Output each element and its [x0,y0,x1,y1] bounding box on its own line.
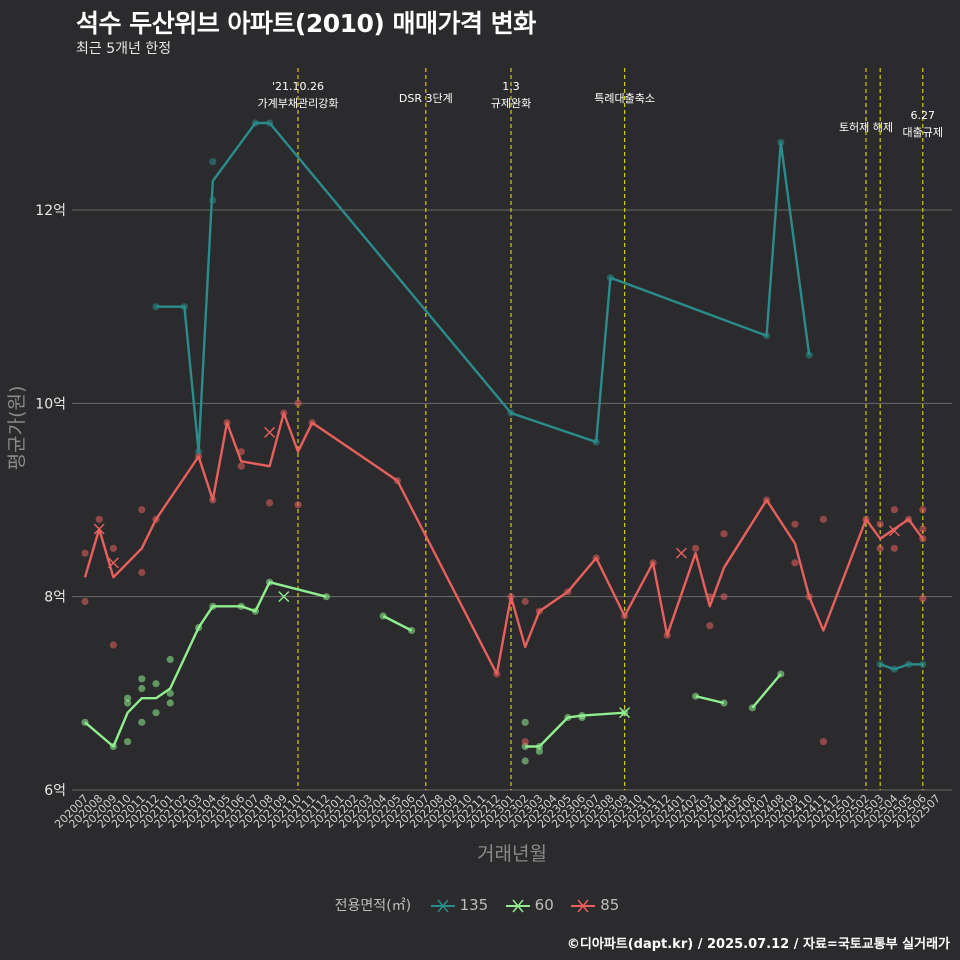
event-label: 1.3 [502,80,520,93]
event-label: DSR 3단계 [399,92,453,105]
data-point-85 [876,544,884,552]
event-label: 6.27 [911,109,936,122]
data-point-85 [95,515,103,523]
data-point-135 [919,660,927,668]
cross-stroke [675,547,687,559]
series-line-135 [879,663,923,671]
legend-title: 전용면적(㎡) [334,898,412,914]
series-line-60 [382,614,413,632]
data-point-85 [109,641,117,649]
event-label: 토허제 해제 [839,120,893,134]
data-point-60 [166,689,174,697]
data-point-135 [805,351,813,359]
cross-stroke [278,591,290,603]
data-point-85 [890,506,899,514]
source-caption: ©디아파트(dapt.kr) / 2025.07.12 / 자료=국토교통부 실… [566,937,950,952]
data-point-85 [521,597,529,606]
series-line-60 [84,581,327,748]
y-tick-label: 12억 [35,203,66,219]
cross-stroke [619,707,631,719]
data-point-85 [706,622,714,630]
data-point-85 [237,462,245,470]
series-line-60 [695,695,725,705]
data-point-85 [138,568,146,577]
event-label: 가계부채관리강화 [258,97,339,110]
cross-marker-85 [264,426,276,438]
data-point-60 [124,694,132,702]
data-point-85 [81,549,89,557]
cross-stroke [888,525,900,537]
event-label: '21.10.26 [272,80,324,93]
data-point-60 [138,718,146,726]
data-point-85 [294,501,302,509]
cross-stroke [93,523,105,535]
data-point-60 [138,684,146,693]
data-point-60 [166,699,174,707]
data-point-135 [209,158,217,166]
legend-key-135-icon [430,899,455,913]
event-label: 대출규제 [903,126,943,139]
data-point-85 [791,559,799,567]
series-line-60 [751,673,782,709]
cross-stroke [107,557,119,569]
data-point-85 [819,738,828,746]
data-point-85 [81,597,89,606]
data-point-60 [138,675,146,683]
cross-stroke [264,426,276,438]
data-point-85 [720,593,728,601]
cross-marker-85 [107,557,119,569]
legend-item-135: 135 [430,896,489,914]
data-point-85 [919,525,927,533]
y-tick-label: 8억 [44,590,66,606]
data-point-85 [819,515,828,523]
data-point-85 [890,544,899,552]
data-point-85 [720,530,728,538]
data-point-85 [109,544,117,552]
series-line-135 [156,121,811,453]
data-point-85 [138,506,146,514]
y-axis-title: 평균가(원) [6,386,28,471]
legend-label-85: 85 [600,896,620,914]
legend-item-85: 85 [570,896,619,914]
chart-title: 석수 두산위브 아파트(2010) 매매가격 변화 [76,9,536,38]
cross-marker-85 [93,523,105,535]
data-point-85 [294,399,302,407]
chart-subtitle: 최근 5개년 한정 [76,41,172,57]
y-tick-label: 6억 [44,783,66,799]
data-point-85 [266,499,274,507]
data-point-85 [791,520,799,528]
legend-label-60: 60 [534,896,554,914]
data-point-60 [124,738,132,746]
series-line-85 [83,411,924,676]
legend-key-60-icon [505,899,530,913]
event-label: 규제완화 [491,97,531,110]
cross-marker-85 [888,525,900,537]
data-point-60 [152,680,160,688]
legend-key-85-icon [571,899,596,913]
data-point-60 [166,655,174,664]
data-point-85 [919,506,927,514]
legend-label-135: 135 [459,896,489,914]
cross-marker-85 [675,547,687,559]
data-point-85 [876,520,884,528]
data-point-60 [521,718,529,726]
data-point-60 [521,757,529,765]
data-point-85 [521,738,529,746]
legend-item-60: 60 [505,896,554,914]
series-line-60 [525,711,625,748]
data-point-85 [919,595,927,603]
cross-marker-60 [278,591,290,603]
data-point-60 [535,747,544,755]
data-point-85 [692,544,700,552]
x-axis-title: 거래년월 [477,843,547,865]
event-label: 특례대출축소 [594,92,655,105]
cross-marker-60 [619,707,631,719]
data-point-60 [152,709,160,717]
plot-area [72,66,948,790]
y-tick-label: 10억 [35,396,66,412]
legend: 전용면적(㎡) 135 60 85 [0,895,960,915]
